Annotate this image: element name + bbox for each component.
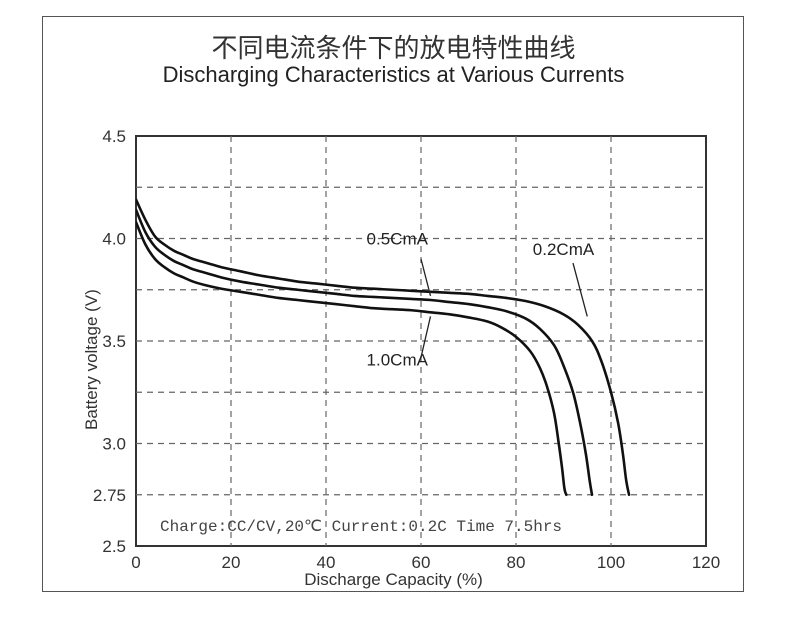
svg-text:2.5: 2.5 [102, 537, 126, 556]
svg-text:3.5: 3.5 [102, 332, 126, 351]
svg-text:120: 120 [692, 553, 720, 572]
svg-text:60: 60 [412, 553, 431, 572]
series-label-1.0CmA: 1.0CmA [367, 351, 429, 370]
svg-text:3.0: 3.0 [102, 435, 126, 454]
svg-text:20: 20 [222, 553, 241, 572]
svg-text:4.5: 4.5 [102, 127, 126, 146]
svg-text:100: 100 [597, 553, 625, 572]
charge-condition-note: Charge:CC/CV,20℃ Current:0.2C Time 7.5hr… [160, 516, 562, 536]
chart-canvas: 不同电流条件下的放电特性曲线 Discharging Characteristi… [0, 0, 787, 626]
svg-text:0: 0 [131, 553, 140, 572]
svg-text:80: 80 [507, 553, 526, 572]
curve-1.0CmA [136, 222, 566, 495]
svg-text:4.0: 4.0 [102, 230, 126, 249]
svg-text:2.75: 2.75 [93, 486, 126, 505]
series-label-0.2CmA: 0.2CmA [533, 240, 595, 259]
svg-text:40: 40 [317, 553, 336, 572]
curve-0.5CmA [136, 210, 592, 495]
series-label-0.5CmA: 0.5CmA [367, 230, 429, 249]
